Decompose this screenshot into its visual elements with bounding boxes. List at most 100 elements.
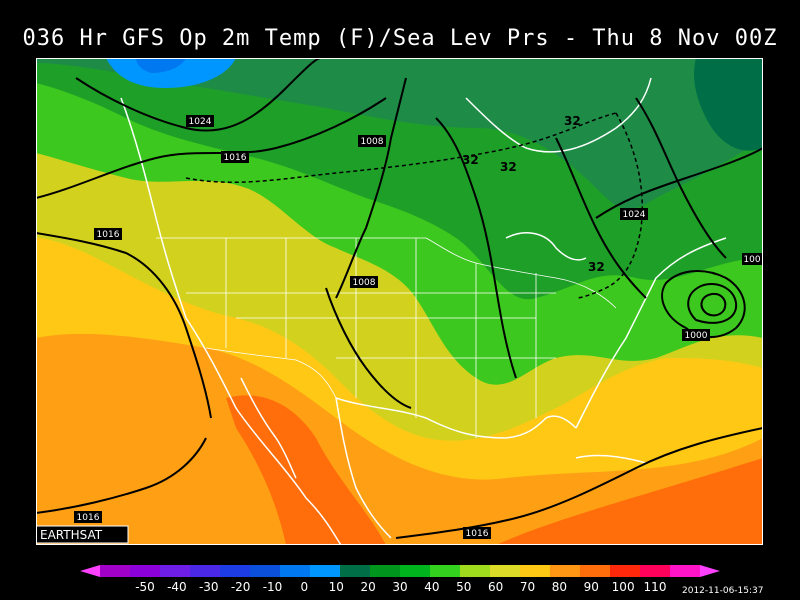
legend-swatch [430, 565, 460, 577]
legend-tick-label: 50 [456, 580, 471, 594]
political-borders [156, 237, 617, 438]
isobar-label-text: 1016 [97, 230, 120, 240]
isobar-label-1008-center: 1008 [350, 276, 378, 288]
isobar-extra-3 [635, 97, 727, 259]
legend-swatch [520, 565, 550, 577]
isobar-extra-1 [435, 117, 517, 379]
isobar-1016-west [36, 232, 212, 419]
baja-coast [240, 377, 297, 479]
freezing-line-east [575, 112, 644, 299]
freezing-labels: 32 32 32 32 [462, 114, 605, 274]
gulf-coast [335, 397, 577, 439]
legend-swatches [80, 565, 720, 577]
west-coast [120, 97, 342, 545]
legend-tick-label: 110 [644, 580, 667, 594]
isobar-label-1000-low: 1000 [682, 329, 710, 341]
earthsat-logo: EARTHSAT [36, 525, 129, 544]
legend-swatch [130, 565, 160, 577]
legend-tick-labels: -50 -40 -30 -20 -10 0 10 20 30 40 50 60 70 80 90 100 110 [135, 580, 666, 594]
legend-tick-label: 20 [360, 580, 375, 594]
freezing-line-north [185, 112, 617, 184]
map-frame [36, 58, 763, 545]
isobar-label-text: 1016 [224, 153, 247, 163]
us-mexico-border [205, 347, 337, 399]
legend-tick-label: 30 [392, 580, 407, 594]
legend-swatch [100, 565, 130, 577]
isobar-1008-center [325, 287, 412, 409]
map-title: 036 Hr GFS Op 2m Temp (F)/Sea Lev Prs - … [22, 26, 778, 51]
great-lakes [505, 232, 587, 261]
isobars [36, 58, 763, 539]
legend-arrow-right [700, 565, 720, 577]
hudson-bay-coast [465, 77, 652, 153]
legend-tick-label: -40 [167, 580, 187, 594]
isobar-1016-northwest [36, 97, 387, 199]
legend-tick-label: -20 [231, 580, 251, 594]
legend-swatch [160, 565, 190, 577]
freezing-label: 32 [564, 114, 581, 128]
legend-swatch [460, 565, 490, 577]
isobar-1000-low-mid [687, 283, 738, 324]
isobar-label-text: 1008 [353, 278, 376, 288]
temperature-legend: -50 -40 -30 -20 -10 0 10 20 30 40 50 60 70 80 90 100 110 [80, 565, 720, 594]
legend-arrow-left [80, 565, 100, 577]
isobar-label-1016-sw: 1016 [74, 511, 102, 523]
temp-band-ocean-cold [694, 58, 763, 151]
freezing-label: 32 [588, 260, 605, 274]
legend-swatch [400, 565, 430, 577]
isobar-label-text: 1016 [77, 513, 100, 523]
isobar-label-text: 1008 [361, 137, 384, 147]
legend-tick-label: -50 [135, 580, 155, 594]
freezing-line [185, 112, 644, 299]
isobar-label-text: 1000 [685, 331, 708, 341]
legend-swatch [640, 565, 670, 577]
isobar-label-text: 1016 [466, 529, 489, 539]
timestamp: 2012-11-06-15:37 [682, 586, 764, 596]
isobar-1024-east [595, 147, 763, 219]
legend-swatch [610, 565, 640, 577]
isobar-label-text: 1024 [623, 210, 646, 220]
temperature-fill [36, 58, 763, 545]
east-coast [575, 237, 727, 429]
isobar-1016-south-west [36, 437, 207, 514]
temp-band-20-30 [36, 58, 763, 209]
legend-swatch [370, 565, 400, 577]
isobar-label-1008-north: 1008 [358, 135, 386, 147]
legend-tick-label: 40 [424, 580, 439, 594]
legend-swatch [490, 565, 520, 577]
legend-tick-label: 0 [301, 580, 309, 594]
legend-swatch [580, 565, 610, 577]
coastlines [120, 77, 727, 545]
contour-labels: 1024 1016 1008 1016 1008 1024 [74, 115, 763, 539]
isobar-label-text: 1024 [189, 117, 212, 127]
legend-tick-label: -30 [199, 580, 219, 594]
isobar-label-text: 100 [743, 255, 760, 265]
watermark-text: EARTHSAT [40, 528, 103, 542]
isobar-1000-low-outer [661, 270, 746, 338]
isobar-1008-central [335, 77, 407, 299]
isobar-1000-low-inner [700, 292, 727, 317]
legend-swatch [280, 565, 310, 577]
state-lines [186, 238, 556, 438]
isobar-label-1016-west: 1016 [94, 228, 122, 240]
mexico-east-coast [335, 397, 392, 539]
cuba-coast [575, 454, 647, 464]
isobar-label-100-edge: 100 [742, 253, 763, 265]
legend-tick-label: 10 [329, 580, 344, 594]
isobar-1024-northwest [75, 58, 322, 132]
us-canada-border [156, 237, 617, 309]
legend-tick-label: -10 [263, 580, 283, 594]
isobar-label-1024-nw: 1024 [186, 115, 214, 127]
temp-band-80-90 [226, 395, 386, 545]
isobar-1016-south [395, 427, 763, 539]
legend-swatch [190, 565, 220, 577]
isobar-label-1016-south: 1016 [463, 527, 491, 539]
legend-tick-label: 100 [612, 580, 635, 594]
legend-swatch [250, 565, 280, 577]
isobar-extra-2 [555, 137, 647, 299]
isobar-label-1024-east: 1024 [620, 208, 648, 220]
legend-swatch [310, 565, 340, 577]
legend-swatch [340, 565, 370, 577]
legend-tick-label: 80 [552, 580, 567, 594]
temp-band-0-10 [136, 58, 186, 73]
